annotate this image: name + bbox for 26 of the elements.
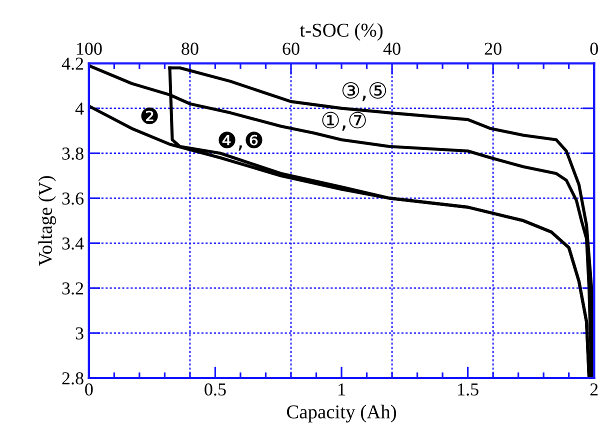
series-label: ①,⑦ [322,112,366,131]
x2-tick-label: 20 [484,42,502,55]
y-tick-label: 4.2 [62,58,84,70]
y-tick-label: 4 [75,102,84,115]
x2-tick-label: 80 [182,42,198,55]
y-tick-label: 3 [76,327,84,340]
y-tick-label: 3.6 [62,192,84,205]
x-tick-label: 1 [338,383,345,396]
x-tick-label: 2 [590,383,598,396]
series-label: ❷ [141,108,158,124]
x2-tick-label: 60 [282,42,300,55]
x-tick-label: 1.5 [458,383,478,396]
series-label: ③,⑤ [342,82,386,102]
x2-tick-label: 40 [383,42,400,55]
y-tick-label: 3.8 [62,148,84,160]
x2-tick-label: 100 [76,42,102,55]
x-tick-label: 0.5 [204,383,226,396]
x2-axis-title: t-SOC (%) [300,23,383,41]
y-axis-title: Voltage (V) [38,176,56,266]
x2-tick-label: 0 [590,42,598,55]
x-axis-title: Capacity (Ah) [286,404,396,422]
series-label: ❹,❻ [218,132,262,151]
y-tick-label: 2.8 [62,372,84,385]
y-tick-label: 3.2 [62,282,84,295]
y-tick-label: 3.4 [62,237,84,250]
x-tick-label: 0 [85,383,93,396]
